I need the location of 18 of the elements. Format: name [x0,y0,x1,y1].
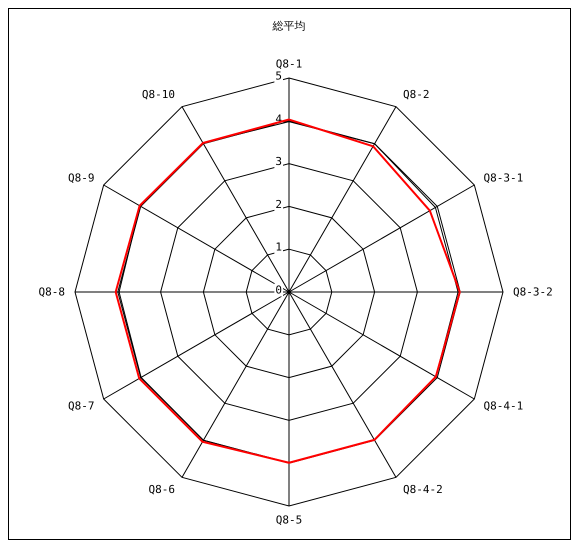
title: 総平均 [272,20,306,32]
category-label: Q8-3-2 [513,286,553,298]
tick-label: 0 [275,284,282,296]
category-label: Q8-10 [142,88,175,102]
category-label: Q8-4-1 [484,400,524,412]
category-label: Q8-2 [403,88,430,102]
category-label: Q8-8 [38,286,65,298]
category-label: Q8-4-2 [403,482,443,496]
category-label: Q8-5 [276,514,302,526]
category-label: Q8-1 [276,58,302,70]
tick-label: 1 [275,240,282,254]
tick-label: 2 [275,198,282,211]
tick-label: 3 [275,155,282,168]
category-label: Q8-9 [68,172,94,184]
category-label: Q8-3-1 [484,172,524,184]
tick-label: 5 [275,70,282,82]
category-label: Q8-6 [148,482,175,496]
category-label: Q8-7 [68,400,94,412]
